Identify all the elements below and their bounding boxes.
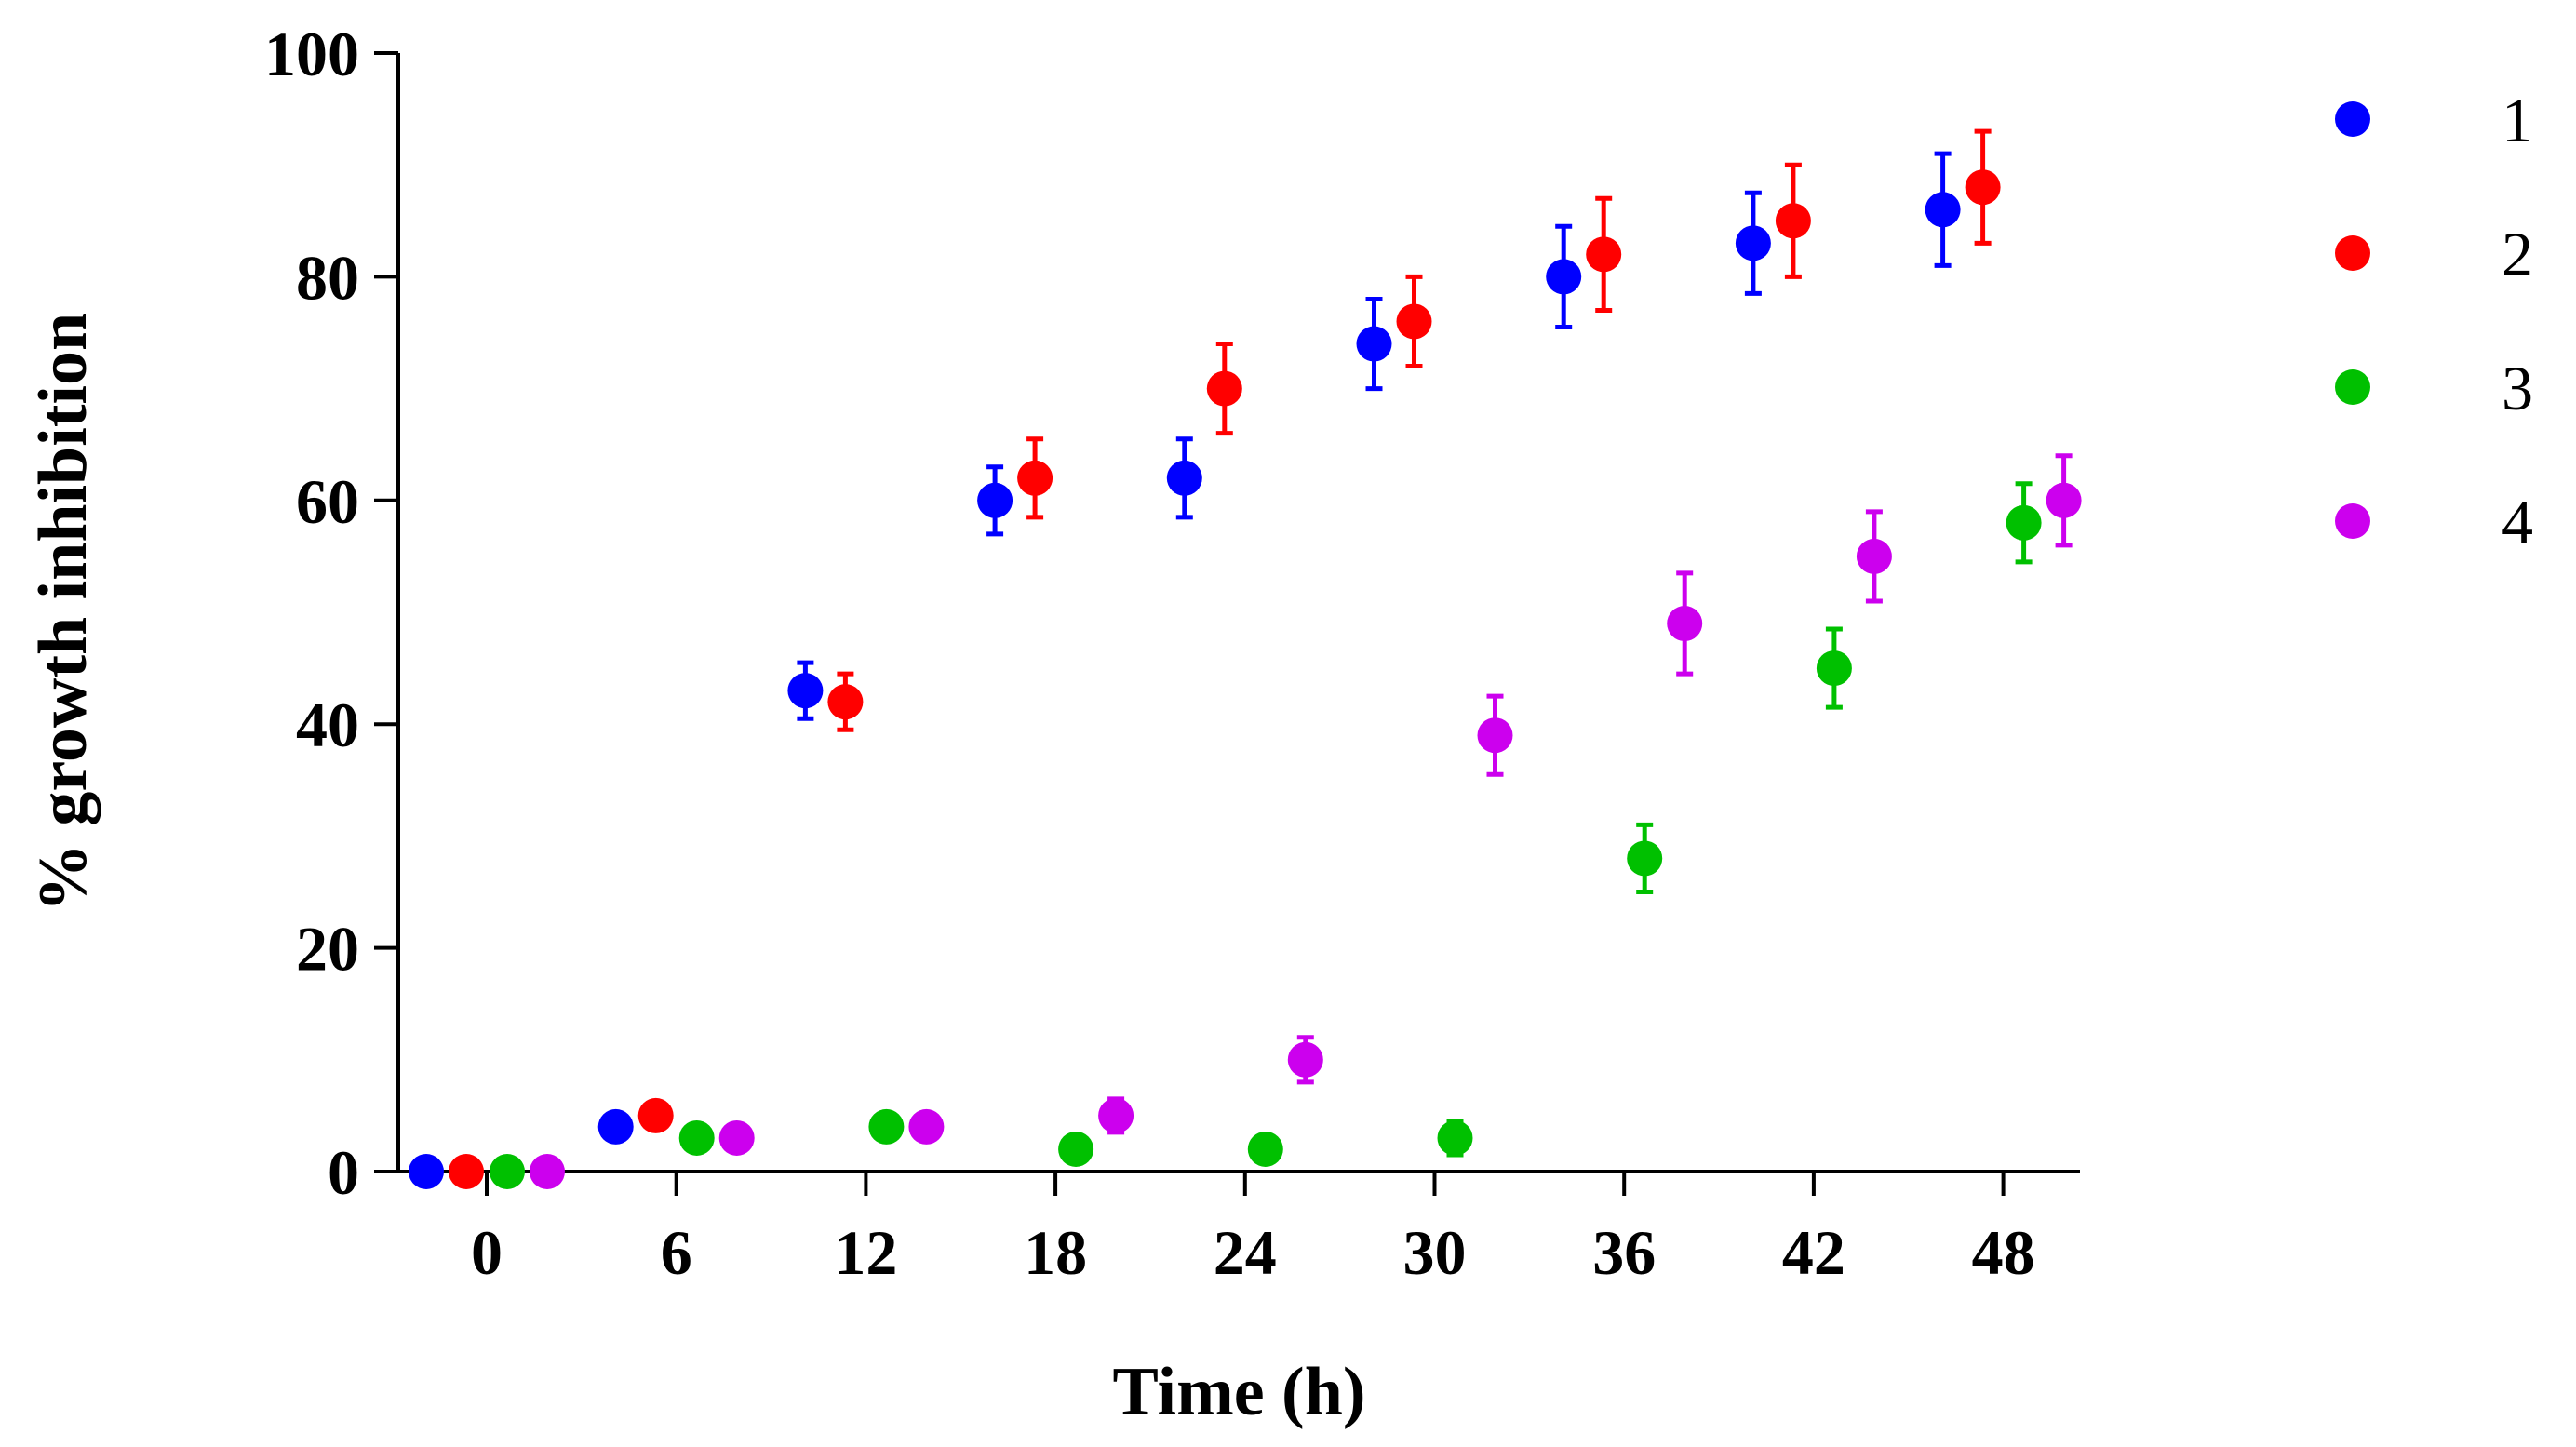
y-tick-label: 0 xyxy=(328,1137,359,1208)
data-point xyxy=(1396,303,1432,340)
data-point xyxy=(2046,482,2082,518)
y-tick-label: 60 xyxy=(296,466,359,537)
series-4 xyxy=(530,453,2082,1189)
x-tick-label: 12 xyxy=(834,1217,897,1288)
x-axis-title: Time (h) xyxy=(1112,1354,1365,1430)
data-point xyxy=(637,1097,674,1133)
x-tick-label: 36 xyxy=(1592,1217,1656,1288)
legend-label: 3 xyxy=(2502,353,2533,423)
y-tick-label: 40 xyxy=(296,690,359,760)
data-point xyxy=(1775,203,1811,239)
data-point xyxy=(827,684,864,720)
data-point xyxy=(1856,538,1892,574)
legend-label: 4 xyxy=(2502,487,2533,557)
data-point xyxy=(1206,370,1242,407)
series-1 xyxy=(409,151,1961,1189)
data-point xyxy=(2006,504,2042,541)
data-point xyxy=(490,1154,525,1189)
legend-item: 3 xyxy=(2335,353,2533,423)
data-point xyxy=(530,1154,565,1189)
y-tick-label: 100 xyxy=(264,19,359,89)
data-point xyxy=(977,482,1013,518)
data-point xyxy=(1627,840,1663,877)
data-point xyxy=(1166,460,1202,496)
data-point xyxy=(409,1154,444,1189)
data-point xyxy=(1816,650,1852,687)
data-point xyxy=(1965,169,2001,206)
data-point xyxy=(1437,1119,1473,1156)
plot-area xyxy=(409,128,2082,1189)
x-tick-label: 24 xyxy=(1214,1217,1277,1288)
data-point xyxy=(868,1108,905,1145)
data-point xyxy=(1477,717,1513,754)
x-tick-label: 18 xyxy=(1024,1217,1087,1288)
x-tick-label: 30 xyxy=(1403,1217,1467,1288)
data-point xyxy=(1058,1131,1094,1167)
legend-marker xyxy=(2335,503,2370,539)
data-point xyxy=(1287,1041,1323,1078)
data-point xyxy=(1546,259,1582,295)
x-tick-label: 48 xyxy=(1972,1217,2035,1288)
data-point xyxy=(1735,225,1771,261)
legend-marker xyxy=(2335,369,2370,405)
y-tick-label: 80 xyxy=(296,242,359,313)
data-point xyxy=(1925,192,1961,228)
data-point xyxy=(449,1154,484,1189)
data-point xyxy=(1667,606,1703,642)
series-2 xyxy=(449,128,2001,1189)
legend-item: 1 xyxy=(2335,85,2533,155)
legend-item: 2 xyxy=(2335,219,2533,289)
legend-item: 4 xyxy=(2335,487,2533,557)
data-point xyxy=(597,1108,634,1145)
data-point xyxy=(1017,460,1053,496)
data-point xyxy=(787,673,824,709)
y-axis-title: % growth inhibition xyxy=(25,313,101,912)
x-tick-label: 0 xyxy=(471,1217,503,1288)
legend-marker xyxy=(2335,235,2370,271)
legend-marker xyxy=(2335,101,2370,137)
legend: 1 2 3 4 xyxy=(2335,85,2533,557)
data-point xyxy=(678,1119,715,1156)
x-tick-label: 42 xyxy=(1782,1217,1845,1288)
data-point xyxy=(1247,1131,1283,1167)
data-point xyxy=(1356,326,1392,362)
legend-label: 1 xyxy=(2502,85,2533,155)
series-3 xyxy=(490,481,2042,1189)
data-point xyxy=(908,1108,945,1145)
data-point xyxy=(1586,236,1622,273)
data-point xyxy=(1098,1097,1134,1133)
y-tick-label: 20 xyxy=(296,914,359,985)
y-axis-ticks: 0 20 40 60 80 100 xyxy=(264,19,398,1208)
data-point xyxy=(718,1119,755,1156)
x-tick-label: 6 xyxy=(661,1217,692,1288)
x-axis-ticks: 0 6 12 18 24 30 36 42 48 xyxy=(471,1172,2035,1288)
legend-label: 2 xyxy=(2502,219,2533,289)
